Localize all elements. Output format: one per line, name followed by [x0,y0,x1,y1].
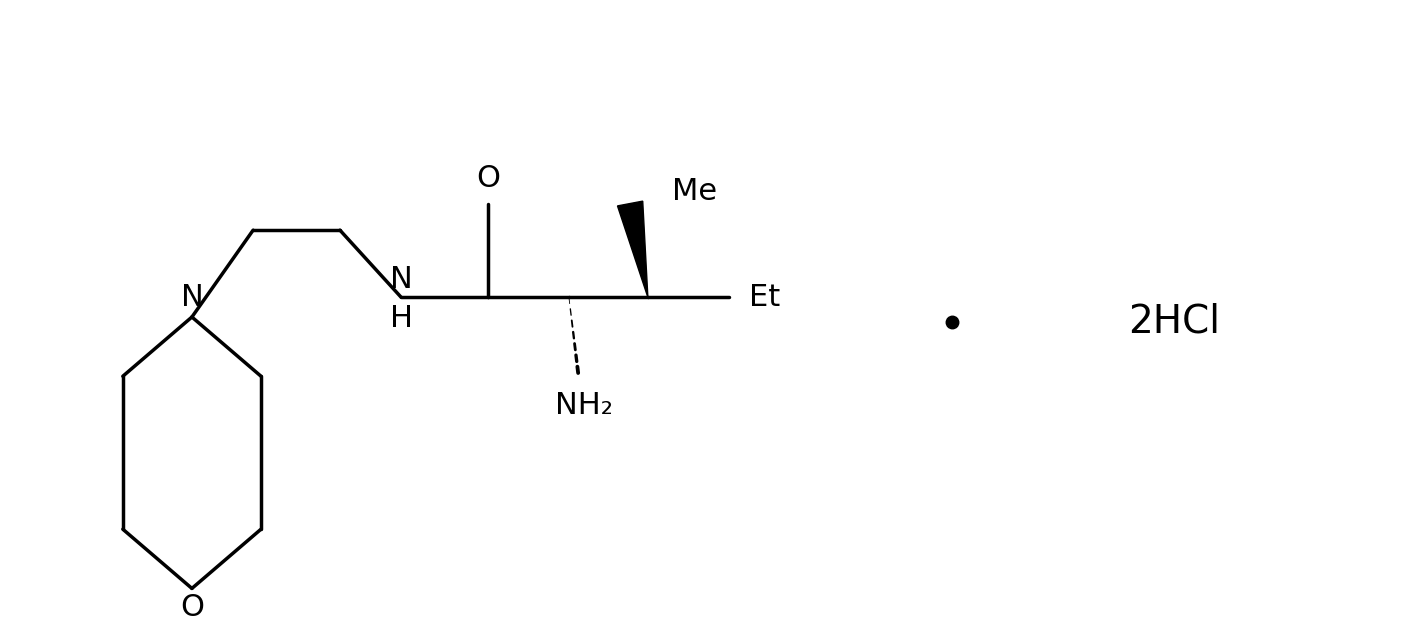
Text: N: N [390,265,412,294]
Text: O: O [180,593,204,622]
Text: Et: Et [749,283,779,311]
Text: Me: Me [672,177,716,206]
Text: O: O [477,164,499,194]
Text: NH₂: NH₂ [555,391,612,420]
Text: 2HCl: 2HCl [1127,303,1220,341]
Text: H: H [390,304,412,334]
Text: N: N [181,283,203,312]
Polygon shape [618,201,648,297]
